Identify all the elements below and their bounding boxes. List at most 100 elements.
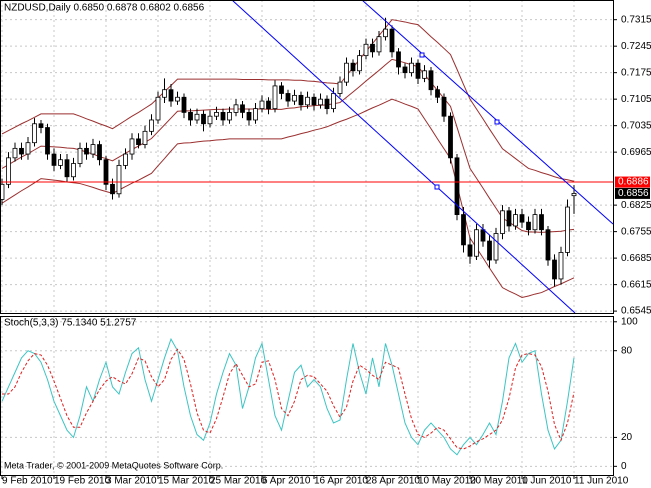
candle-body (220, 112, 226, 121)
candle-body (558, 252, 564, 280)
labels-layer: NZDUSD,Daily 0.6850 0.6878 0.6802 0.6856… (2, 3, 651, 487)
price-label: 0.6856 (618, 188, 649, 199)
y-tick-label: 0.6545 (621, 306, 651, 317)
candle-body (461, 214, 466, 246)
candle-body (194, 113, 200, 121)
y-tick-label: 0.7315 (621, 14, 651, 25)
candle-body (396, 51, 401, 68)
candle-body (110, 183, 115, 195)
indicator-line (2, 348, 575, 450)
candle-body (435, 89, 440, 98)
candle-body (77, 147, 83, 164)
trend-anchor (494, 119, 500, 125)
y-tick-label: 0.6685 (621, 253, 651, 264)
candle-body (129, 138, 135, 155)
candle-body (441, 96, 447, 117)
y-tick-label: 0 (621, 461, 627, 472)
y-tick-label: 0.7175 (621, 67, 651, 78)
candle-body (45, 127, 50, 155)
candle-body (350, 62, 356, 72)
candle-body (480, 229, 486, 242)
candle-body (571, 193, 577, 197)
indicator-line (1, 19, 575, 182)
candle-body (363, 43, 369, 57)
trend-lines (231, 0, 614, 314)
candle-body (298, 94, 304, 106)
trend-anchor (434, 184, 440, 190)
candle-body (467, 244, 473, 257)
candle-body (253, 108, 258, 121)
candle-body (474, 229, 479, 257)
candle-body (500, 210, 505, 234)
y-tick-label: 100 (621, 316, 638, 327)
candle-body (149, 119, 154, 132)
candle-body (526, 221, 531, 231)
chart-title: NZDUSD,Daily 0.6850 0.6878 0.6802 0.6856 (4, 3, 205, 14)
candle-body (565, 206, 570, 253)
candle-body (214, 112, 219, 117)
candle-body (162, 89, 167, 98)
candle-body (97, 144, 102, 161)
candle-body (311, 96, 317, 106)
candle-body (201, 113, 206, 125)
x-tick-label: 15 Mar 2010 (158, 476, 215, 487)
candle-body (266, 100, 271, 110)
trend-anchor (419, 52, 425, 58)
candle-body (12, 147, 18, 159)
candle-body (331, 93, 336, 110)
candle-body (448, 115, 453, 159)
candle-body (376, 36, 382, 53)
y-tick-label: 0.6755 (621, 226, 651, 237)
candle-body (409, 62, 414, 74)
candle-body (136, 138, 141, 145)
indicator-title: Stoch(5,3,3) 75.1340 51.2757 (4, 318, 137, 329)
candle-body (402, 66, 408, 74)
x-tick-label: 11 Jun 2010 (574, 476, 629, 487)
x-tick-label: 6 Apr 2010 (262, 476, 311, 487)
x-tick-label: 28 Apr 2010 (366, 476, 420, 487)
price-label-box (615, 187, 650, 199)
candle-body (487, 240, 492, 261)
candle-body (532, 214, 538, 231)
candle-body (324, 98, 330, 110)
main-panel-frame (0, 0, 614, 314)
candle-body (25, 142, 31, 155)
x-tick-label: 16 Apr 2010 (314, 476, 368, 487)
candle-body (240, 104, 245, 113)
candle-body (19, 147, 24, 155)
candle-body (513, 214, 518, 227)
candle-body (370, 43, 375, 53)
candle-body (58, 159, 63, 166)
y-tick-label: 0.6825 (621, 200, 651, 211)
trend-line (361, 0, 614, 225)
x-tick-label: 10 May 2010 (418, 476, 476, 487)
y-tick-label: 0.7105 (621, 94, 651, 105)
candle-body (0, 183, 5, 200)
candle-body (71, 163, 76, 178)
candle-body (539, 214, 544, 231)
price-label-box (615, 176, 650, 188)
candle-body (357, 55, 362, 72)
y-tick-label: 0.7035 (621, 120, 651, 131)
candle-body (103, 159, 109, 185)
candle-body (415, 62, 421, 79)
y-tick-label: 0.7245 (621, 41, 651, 52)
x-tick-label: 20 May 2010 (470, 476, 528, 487)
candle-body (285, 93, 291, 102)
candle-body (246, 112, 252, 121)
copyright: Meta Trader, © 2001-2009 MetaQuotes Soft… (4, 460, 223, 470)
candle-body (318, 98, 323, 106)
candle-body (259, 100, 265, 110)
candle-body (188, 112, 193, 121)
candle-body (545, 229, 551, 261)
candle-body (428, 70, 434, 91)
y-tick-label: 80 (621, 345, 633, 356)
candle-body (227, 112, 232, 121)
candle-body (84, 147, 89, 155)
y-tick-label: 0.6615 (621, 279, 651, 290)
candle-body (116, 164, 122, 195)
candle-body (64, 159, 70, 178)
candle-body (142, 130, 148, 145)
